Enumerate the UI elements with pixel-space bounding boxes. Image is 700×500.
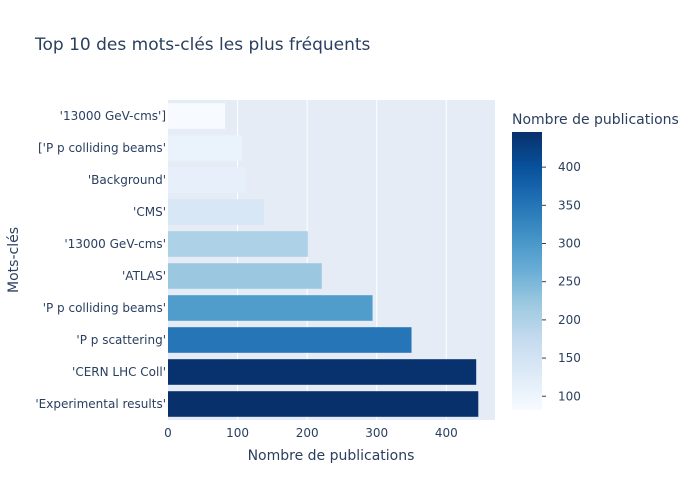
colorbar-ticks: 100 150 200 250 300 350 400 (542, 160, 581, 403)
y-tick-label: ['P p colliding beams' (38, 141, 166, 155)
colorbar-tick-label: 350 (558, 198, 581, 212)
bars (168, 103, 479, 417)
bar (168, 327, 412, 353)
x-tick-label: 400 (435, 426, 458, 440)
y-axis-title: Mots-clés (6, 227, 22, 293)
x-tick-label: 300 (365, 426, 388, 440)
chart-title: Top 10 des mots-clés les plus fréquents (34, 35, 371, 55)
y-tick-label: 'Experimental results' (35, 397, 166, 411)
x-tick-label: 200 (296, 426, 319, 440)
y-tick-labels: 'Experimental results' 'CERN LHC Coll' 'P … (35, 109, 166, 411)
bar (168, 231, 308, 257)
y-tick-label: 'P p scattering' (76, 333, 166, 347)
y-tick-label: '13000 GeV-cms' (64, 237, 166, 251)
bar (168, 135, 242, 161)
colorbar-title: Nombre de publications (512, 112, 679, 128)
bar (168, 103, 226, 129)
bar (168, 263, 322, 289)
x-tick-label: 100 (226, 426, 249, 440)
bar (168, 391, 479, 417)
colorbar-tick-label: 200 (558, 313, 581, 327)
y-tick-label: 'CERN LHC Coll' (72, 365, 166, 379)
y-tick-label: 'P p colliding beams' (43, 301, 166, 315)
y-tick-label: 'CMS' (133, 205, 166, 219)
bar (168, 167, 246, 193)
x-axis-title: Nombre de publications (248, 448, 415, 464)
colorbar-tick-label: 300 (558, 237, 581, 251)
colorbar-tick-label: 250 (558, 275, 581, 289)
bar (168, 295, 373, 321)
colorbar-tick-label: 150 (558, 351, 581, 365)
y-tick-label: 'ATLAS' (122, 269, 166, 283)
colorbar-tick-label: 400 (558, 160, 581, 174)
colorbar (512, 132, 542, 410)
x-tick-label: 0 (164, 426, 172, 440)
y-tick-label: 'Background' (88, 173, 166, 187)
x-tick-labels: 0 100 200 300 400 (164, 426, 458, 440)
bar (168, 199, 265, 225)
y-tick-label: '13000 GeV-cms'] (60, 109, 166, 123)
bar (168, 359, 477, 385)
colorbar-tick-label: 100 (558, 389, 581, 403)
